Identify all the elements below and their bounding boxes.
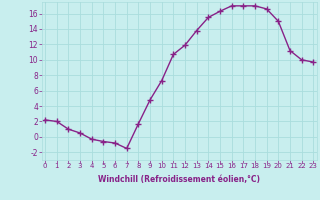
X-axis label: Windchill (Refroidissement éolien,°C): Windchill (Refroidissement éolien,°C) [98,175,260,184]
